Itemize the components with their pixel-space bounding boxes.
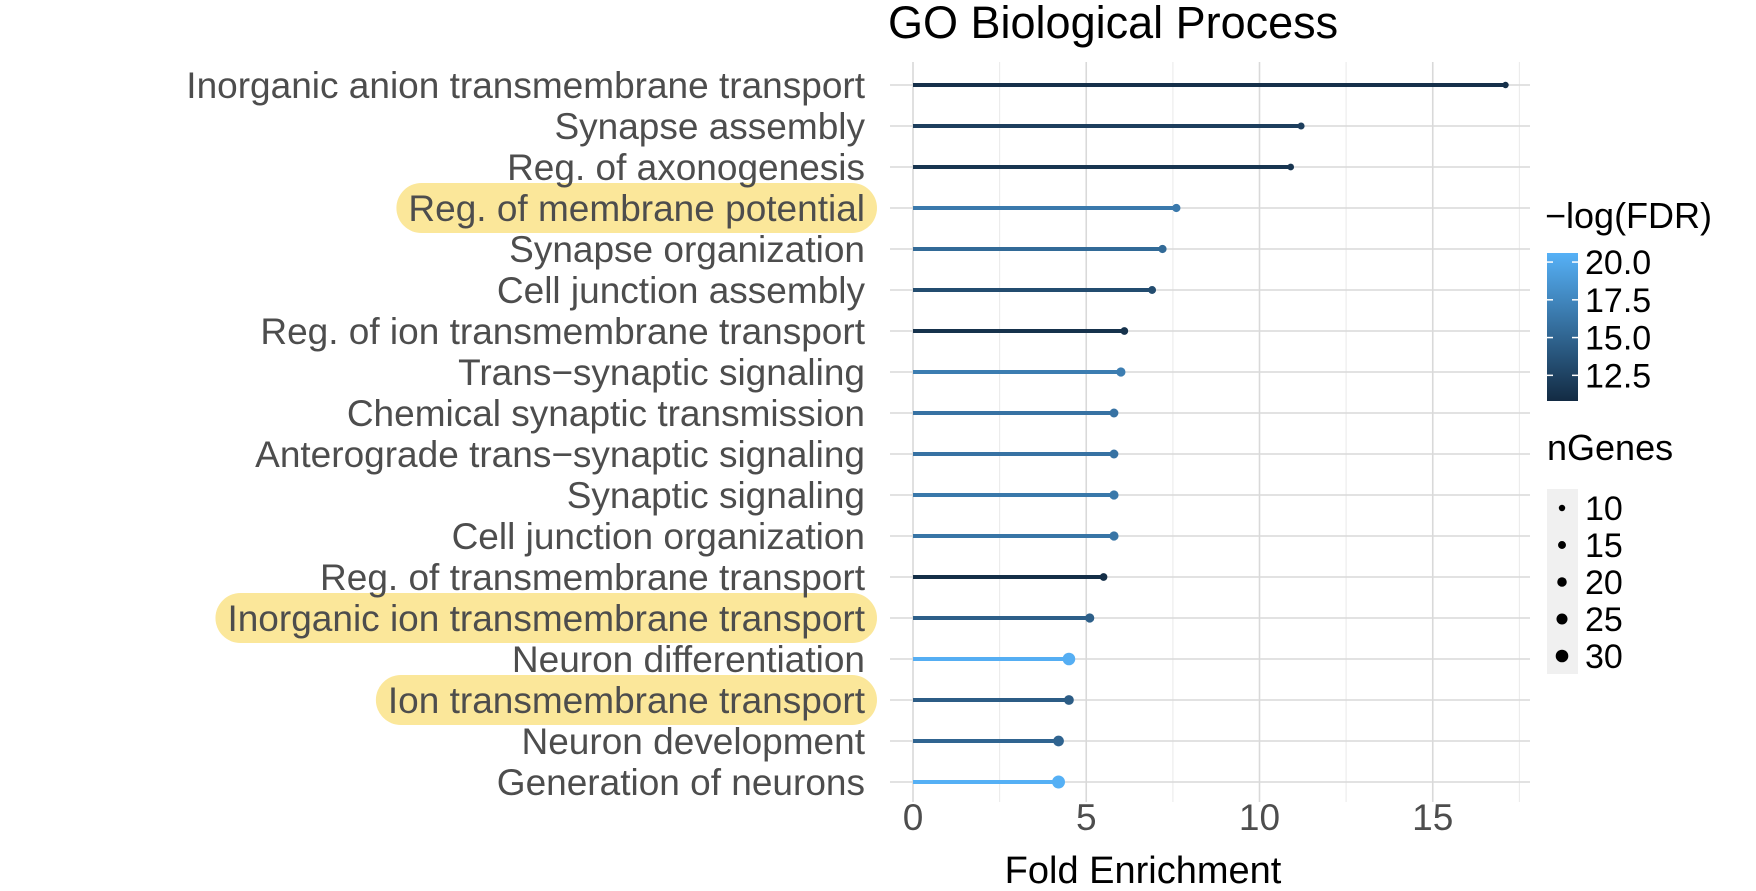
x-tick-label: 5 — [1076, 797, 1097, 838]
lollipop-point — [1287, 163, 1295, 171]
color-legend-label: 20.0 — [1585, 244, 1651, 282]
lollipop-point — [1085, 613, 1095, 623]
color-legend-label: 15.0 — [1585, 320, 1651, 358]
color-legend-title: −log(FDR) — [1545, 195, 1712, 236]
category-label: Cell junction assembly — [497, 270, 866, 311]
size-legend-title: nGenes — [1547, 427, 1673, 468]
lollipop-point — [1053, 735, 1064, 747]
category-label: Reg. of membrane potential — [408, 188, 865, 229]
lollipop-point — [1109, 408, 1119, 418]
category-label: Neuron differentiation — [512, 639, 865, 680]
category-label: Synaptic signaling — [567, 475, 865, 516]
category-label: Reg. of axonogenesis — [507, 147, 865, 188]
lollipop-point — [1052, 775, 1065, 789]
size-legend-key — [1555, 649, 1569, 663]
lollipop-point — [1109, 531, 1119, 541]
x-tick-label: 15 — [1412, 797, 1453, 838]
size-legend-key — [1556, 613, 1568, 625]
plot-title: GO Biological Process — [888, 0, 1338, 48]
color-legend-bar — [1547, 253, 1578, 401]
size-legend-label: 10 — [1585, 490, 1623, 528]
category-label: Reg. of ion transmembrane transport — [260, 311, 865, 352]
lollipop-point — [1148, 286, 1157, 294]
size-legend-key — [1557, 577, 1567, 587]
size-legend-key — [1558, 541, 1566, 549]
x-axis-title: Fold Enrichment — [1005, 850, 1282, 891]
color-legend-label: 17.5 — [1585, 282, 1651, 320]
lollipop-point — [1109, 449, 1119, 459]
color-legend-label: 12.5 — [1585, 357, 1651, 395]
size-legend-label: 15 — [1585, 527, 1623, 565]
lollipop-point — [1297, 122, 1305, 130]
lollipop-point — [1158, 244, 1167, 254]
size-legend-label: 20 — [1585, 564, 1623, 602]
lollipop-point — [1062, 652, 1076, 666]
size-legend-label: 25 — [1585, 601, 1623, 639]
lollipop-point — [1116, 367, 1126, 377]
category-label: Inorganic ion transmembrane transport — [227, 598, 865, 639]
lollipop-point — [1064, 695, 1074, 705]
lollipop-point — [1502, 81, 1509, 89]
category-label: Synapse organization — [509, 229, 865, 270]
category-label: Reg. of transmembrane transport — [320, 557, 866, 598]
category-label: Chemical synaptic transmission — [347, 393, 865, 434]
label-highlight — [396, 183, 877, 233]
size-legend-label: 30 — [1585, 638, 1623, 676]
category-label: Anterograde trans−synaptic signaling — [255, 434, 865, 475]
lollipop-point — [1120, 327, 1129, 335]
category-label: Trans−synaptic signaling — [458, 352, 865, 393]
category-label: Cell junction organization — [452, 516, 865, 557]
label-highlight — [215, 593, 877, 643]
x-tick-label: 0 — [903, 797, 924, 838]
category-label: Generation of neurons — [497, 762, 865, 803]
label-highlight — [375, 675, 877, 725]
size-legend-key — [1558, 504, 1566, 512]
x-tick-label: 10 — [1239, 797, 1280, 838]
category-label: Ion transmembrane transport — [388, 680, 866, 721]
lollipop-point — [1109, 490, 1119, 500]
category-label: Synapse assembly — [554, 106, 865, 147]
category-label: Inorganic anion transmembrane transport — [186, 65, 865, 106]
lollipop-point — [1099, 573, 1108, 581]
lollipop-point — [1172, 203, 1181, 213]
category-label: Neuron development — [522, 721, 866, 762]
